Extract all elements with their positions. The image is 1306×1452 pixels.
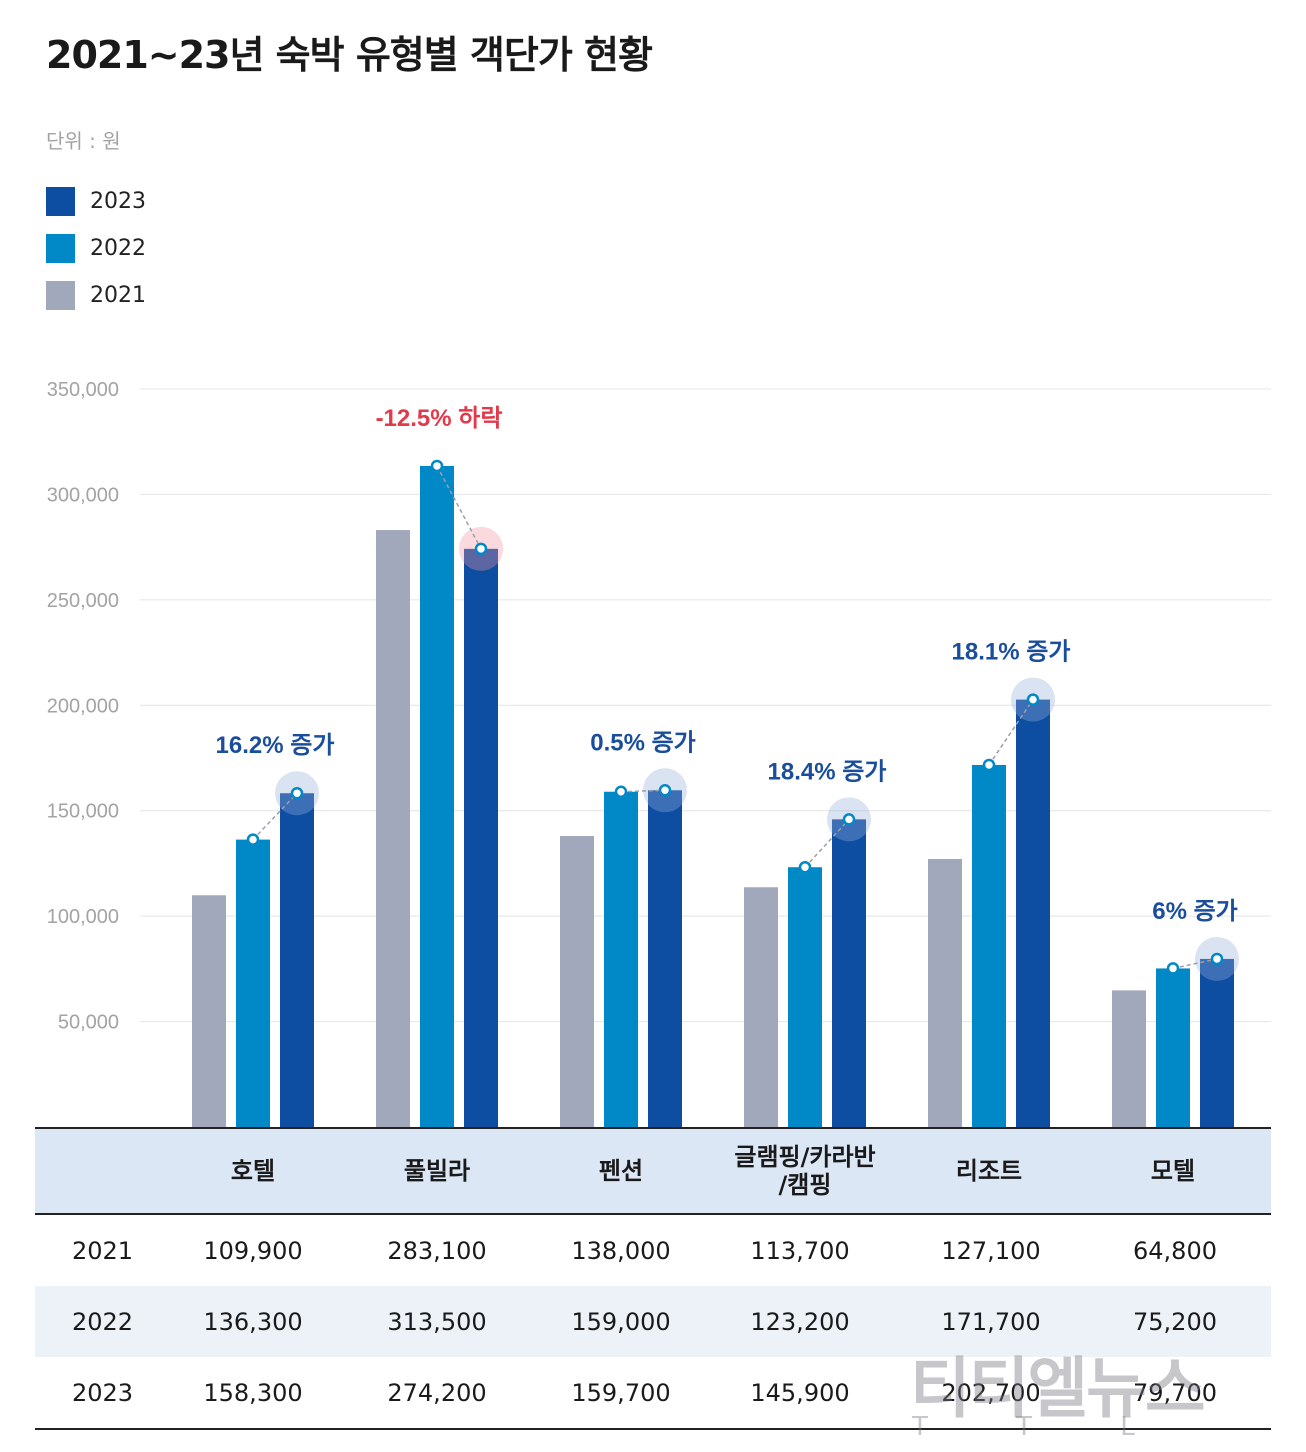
- trend-marker: [658, 784, 672, 797]
- table-cell: 138,000: [571, 1236, 671, 1265]
- legend: 2023 2022 2021: [46, 186, 146, 327]
- change-annotation: 0.5% 증가: [590, 729, 696, 756]
- table-cell: 171,700: [941, 1307, 1041, 1336]
- bar-2022: [420, 465, 454, 1127]
- change-annotation: 18.4% 증가: [768, 758, 887, 785]
- table-cell: 202,700: [941, 1378, 1041, 1407]
- table-header-cell: 펜션: [598, 1157, 644, 1185]
- y-tick-label: 100,000: [47, 906, 119, 928]
- table-header: 호텔 풀빌라 펜션 글램핑/카라반 /캠핑 리조트 모텔: [35, 1127, 1271, 1215]
- y-tick-label: 300,000: [47, 484, 119, 506]
- bar-2023: [464, 548, 498, 1127]
- table-cell: 274,200: [387, 1378, 487, 1407]
- table-cell: 158,300: [203, 1378, 303, 1407]
- legend-swatch: [46, 280, 75, 310]
- y-tick-label: 350,000: [47, 379, 119, 401]
- legend-label: 2022: [90, 235, 146, 261]
- table-header-cell: 풀빌라: [403, 1157, 471, 1185]
- bar-2023: [280, 793, 314, 1127]
- table-cell: 123,200: [750, 1307, 850, 1336]
- table-cell: 159,000: [571, 1307, 671, 1336]
- change-annotation: -12.5% 하락: [376, 405, 503, 432]
- change-annotation: 18.1% 증가: [952, 639, 1071, 666]
- table-cell: 283,100: [387, 1236, 487, 1265]
- y-tick-label: 150,000: [47, 801, 119, 823]
- y-tick-label: 250,000: [47, 590, 119, 612]
- trend-marker: [1166, 962, 1180, 975]
- trend-marker: [982, 758, 996, 772]
- trend-marker: [290, 786, 304, 800]
- watermark-logo-sub: T T L: [912, 1412, 1175, 1442]
- trend-connector: [436, 465, 482, 550]
- trend-marker: [798, 860, 812, 874]
- bar-2022: [788, 867, 822, 1127]
- bar-2023: [832, 819, 866, 1127]
- bar-2022: [1156, 968, 1190, 1127]
- bar-2022: [604, 791, 638, 1127]
- bar-2022: [236, 839, 270, 1127]
- data-table: 호텔 풀빌라 펜션 글램핑/카라반 /캠핑 리조트 모텔 2021 109,90…: [35, 1127, 1271, 1430]
- trend-connector: [1172, 958, 1218, 970]
- legend-label: 2021: [90, 282, 146, 308]
- trend-marker: [474, 542, 488, 556]
- legend-swatch: [46, 186, 75, 216]
- table-header-cell: 모텔: [1150, 1157, 1196, 1185]
- y-tick-label: 200,000: [47, 695, 119, 717]
- bar-chart: 350,000 300,000 250,000 200,000 150,000 100,0…: [47, 379, 1271, 1127]
- row-year: 2021: [71, 1236, 134, 1265]
- bar-2023: [1200, 958, 1234, 1127]
- table-header-cell: 글램핑/카라반 /캠핑: [734, 1143, 876, 1199]
- bar-2021: [192, 895, 226, 1127]
- legend-item-2022: 2022: [46, 233, 146, 263]
- table-cell: 136,300: [203, 1307, 303, 1336]
- trend-marker: [842, 813, 856, 826]
- table-cell: 75,200: [1133, 1307, 1217, 1336]
- page-title: 2021~23년 숙박 유형별 객단가 현황: [46, 33, 653, 77]
- bar-2021: [744, 887, 778, 1127]
- table-cell: 127,100: [941, 1236, 1041, 1265]
- legend-label: 2023: [90, 188, 146, 214]
- trend-marker: [1210, 952, 1224, 966]
- trend-marker: [430, 459, 444, 473]
- table-header-cell: 리조트: [955, 1157, 1023, 1185]
- table-cell: 109,900: [203, 1236, 303, 1265]
- y-tick-label: 50,000: [58, 1012, 119, 1034]
- row-year: 2022: [71, 1307, 134, 1336]
- bar-2021: [928, 859, 962, 1127]
- table-cell: 64,800: [1133, 1236, 1217, 1265]
- bar-2021: [560, 836, 594, 1127]
- table-cell: 159,700: [571, 1378, 671, 1407]
- trend-marker: [246, 833, 260, 846]
- trend-marker: [1026, 693, 1040, 706]
- trend-connector: [252, 792, 298, 841]
- unit-label: 단위 : 원: [46, 129, 121, 153]
- trend-connector: [804, 818, 850, 868]
- legend-item-2021: 2021: [46, 280, 146, 310]
- table-header-cell: 호텔: [230, 1157, 276, 1185]
- table-row: 2022 136,300 313,500 159,000 123,200 171…: [35, 1286, 1271, 1357]
- row-year: 2023: [71, 1378, 134, 1407]
- table-cell: 113,700: [750, 1236, 850, 1265]
- bar-2022: [972, 764, 1006, 1127]
- bar-2023: [648, 790, 682, 1127]
- table-cell: 79,700: [1133, 1378, 1217, 1407]
- watermark-logo: 티티엘뉴스: [910, 1350, 1206, 1427]
- table-row: 2021 109,900 283,100 138,000 113,700 127…: [35, 1215, 1271, 1286]
- legend-item-2023: 2023: [46, 186, 146, 216]
- bar-2023: [1016, 699, 1050, 1127]
- table-cell: 313,500: [387, 1307, 487, 1336]
- legend-swatch: [46, 233, 75, 263]
- trend-connector: [988, 699, 1034, 766]
- trend-connector: [620, 789, 666, 793]
- table-cell: 145,900: [750, 1378, 850, 1407]
- bar-2021: [376, 530, 410, 1127]
- change-annotation: 16.2% 증가: [216, 732, 335, 759]
- table-row: 2023 158,300 274,200 159,700 145,900 202…: [35, 1357, 1271, 1430]
- change-annotation: 6% 증가: [1152, 898, 1238, 925]
- bar-2021: [1112, 990, 1146, 1127]
- trend-marker: [614, 785, 628, 798]
